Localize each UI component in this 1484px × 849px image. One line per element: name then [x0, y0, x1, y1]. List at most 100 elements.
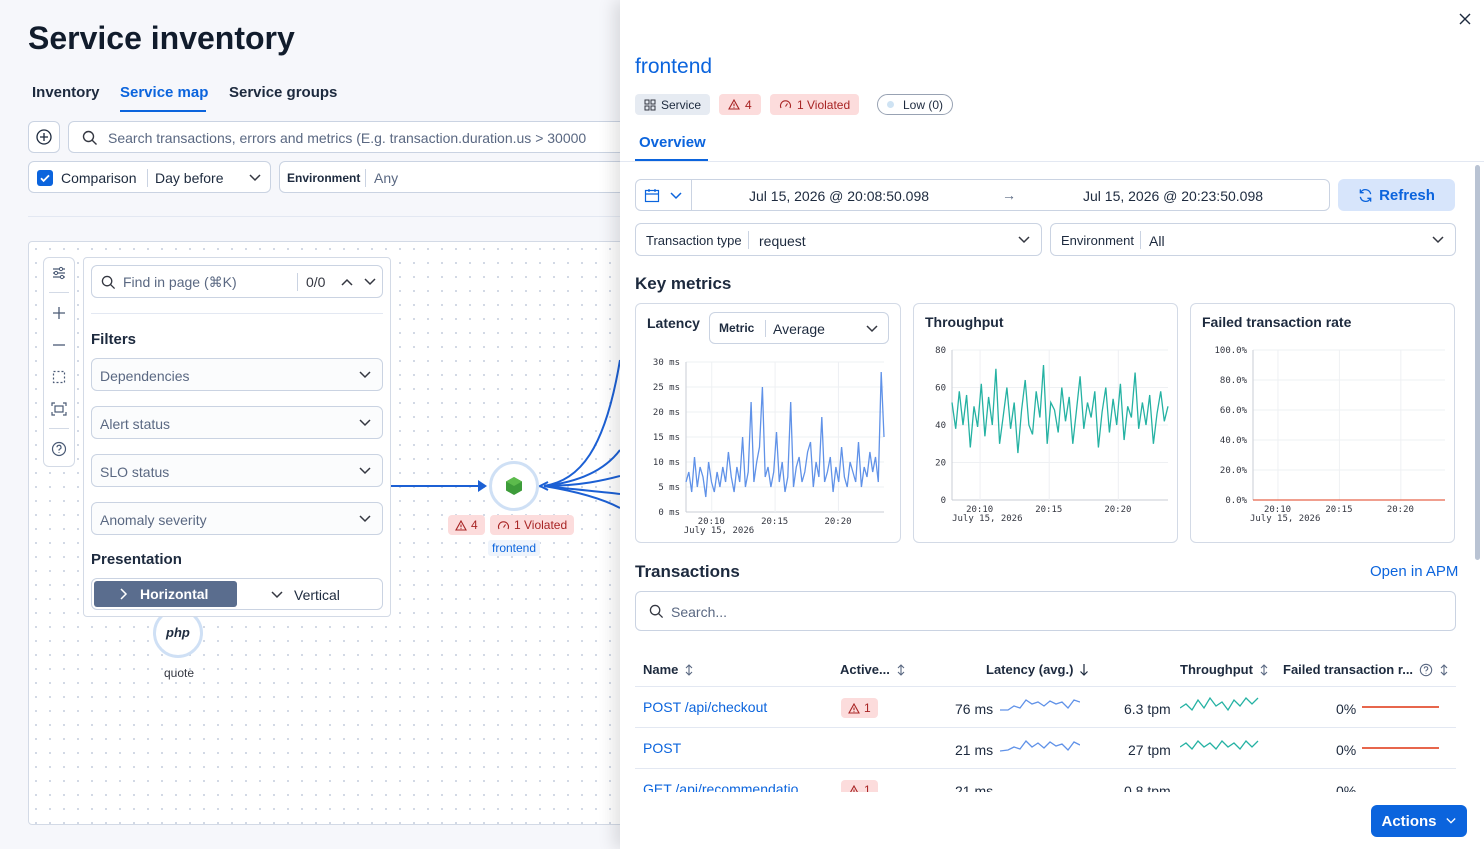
alerts-badge[interactable]: 4 — [719, 94, 761, 115]
close-icon — [1459, 13, 1471, 25]
actions-button[interactable]: Actions — [1371, 805, 1467, 837]
frontend-node[interactable] — [489, 461, 539, 511]
dependencies-select[interactable]: Dependencies — [91, 358, 383, 391]
transaction-name-link[interactable]: POST /api/checkout — [643, 699, 768, 715]
service-type-badge: Service — [635, 94, 711, 115]
failed-sparkline — [1362, 706, 1439, 708]
column-throughput-label: Throughput — [1180, 662, 1253, 677]
divider — [297, 273, 298, 291]
tab-service-groups[interactable]: Service groups — [229, 84, 338, 101]
zoom-out-button[interactable] — [44, 330, 74, 360]
frontend-slo-badge[interactable]: 1 Violated — [490, 515, 575, 535]
calendar-icon[interactable] — [644, 188, 660, 203]
close-button[interactable] — [1454, 8, 1476, 30]
search-icon — [101, 275, 116, 290]
comparison-checkbox[interactable] — [37, 170, 53, 186]
divider — [635, 727, 1456, 728]
comparison-control[interactable]: Comparison Day before — [28, 161, 271, 193]
fit-view-button[interactable] — [44, 362, 74, 392]
divider — [28, 216, 620, 217]
column-active-alerts[interactable]: Active... — [840, 662, 906, 677]
latency-sparkline — [1000, 699, 1080, 711]
slo-badge[interactable]: 1 Violated — [770, 94, 860, 115]
help-button[interactable] — [44, 434, 74, 464]
column-latency[interactable]: Latency (avg.) — [986, 662, 1089, 677]
zoom-in-button[interactable] — [44, 298, 74, 328]
y-tick-label: 40 — [935, 421, 946, 431]
x-tick-label: 20:10 — [1264, 505, 1291, 515]
service-inventory-page: Service inventory Inventory Service map … — [0, 0, 620, 849]
row-throughput: 27 tpm — [1128, 742, 1171, 758]
search-placeholder: Search transactions, errors and metrics … — [108, 130, 587, 146]
row-failed-rate: 0% — [1336, 701, 1357, 717]
environment-flyout-select[interactable]: Environment All — [1050, 223, 1456, 256]
slo-status-select[interactable]: SLO status — [91, 454, 383, 487]
question-circle-icon[interactable] — [1419, 663, 1433, 677]
vertical-option[interactable]: Vertical — [240, 581, 382, 607]
tab-overview[interactable]: Overview — [639, 134, 706, 151]
x-tick-label: 20:10 — [966, 505, 993, 515]
tab-underline — [120, 110, 206, 112]
scrollbar[interactable] — [1475, 165, 1480, 560]
chevron-down-icon[interactable] — [363, 276, 377, 288]
metric-select[interactable]: Metric Average — [709, 312, 889, 344]
date-picker[interactable]: Jul 15, 2026 @ 20:08:50.098 → Jul 15, 20… — [635, 179, 1330, 211]
transactions-search-input[interactable]: Search... — [635, 591, 1456, 631]
horizontal-option[interactable]: Horizontal — [94, 581, 237, 607]
column-throughput[interactable]: Throughput — [1180, 662, 1269, 677]
column-name[interactable]: Name — [643, 662, 694, 677]
alert-status-select[interactable]: Alert status — [91, 406, 383, 439]
series-line — [685, 371, 885, 498]
refresh-button[interactable]: Refresh — [1338, 179, 1455, 211]
alerts-count: 4 — [745, 97, 752, 112]
transaction-type-select[interactable]: Transaction type request — [635, 223, 1042, 256]
failed-rate-chart[interactable]: 0.0% 20.0% 40.0% 60.0% 80.0% 100.0% 20:10 20:15… — [1191, 338, 1454, 528]
find-in-page-input[interactable]: Find in page (⌘K) 0/0 — [91, 265, 383, 298]
chevron-down-icon — [1445, 818, 1456, 824]
divider — [620, 161, 1484, 162]
y-tick-label: 25 ms — [653, 383, 680, 393]
divider — [691, 180, 692, 210]
flyout-title[interactable]: frontend — [635, 55, 713, 78]
add-filter-button[interactable] — [28, 121, 60, 153]
open-in-apm-link[interactable]: Open in APM — [1370, 563, 1459, 580]
start-date[interactable]: Jul 15, 2026 @ 20:08:50.098 — [749, 188, 930, 204]
frontend-node-label: frontend — [488, 540, 541, 556]
throughput-chart[interactable]: 0 20 40 60 80 20:10 20:15 20:20 July 15, 2026 — [914, 338, 1177, 528]
plus-icon — [53, 307, 65, 319]
row-alerts-badge[interactable]: 1 — [841, 698, 878, 718]
transaction-name-link[interactable]: POST — [643, 740, 682, 756]
tab-service-map[interactable]: Service map — [120, 84, 209, 101]
kql-search-bar[interactable]: Search transactions, errors and metrics … — [68, 121, 620, 153]
warning-icon — [455, 519, 467, 531]
sort-icon — [1260, 663, 1268, 676]
comparison-label: Comparison — [61, 170, 137, 186]
frontend-alerts-badge[interactable]: 4 — [448, 515, 485, 535]
environment-select[interactable]: Environment Any — [279, 161, 620, 193]
chevron-down-icon[interactable] — [669, 190, 683, 202]
anomaly-severity-label: Anomaly severity — [100, 512, 207, 528]
throughput-title: Throughput — [925, 314, 1004, 330]
tab-inventory[interactable]: Inventory — [32, 84, 100, 101]
center-view-button[interactable] — [44, 394, 74, 424]
anomaly-severity-select[interactable]: Anomaly severity — [91, 502, 383, 535]
chevron-up-icon[interactable] — [340, 276, 354, 288]
latency-chart[interactable]: 0 ms 5 ms 10 ms 15 ms 20 ms 25 ms 30 ms 20:10 20… — [636, 348, 900, 538]
sort-icon — [897, 663, 905, 676]
y-tick-label: 80 — [935, 346, 946, 356]
filter-toggle-button[interactable] — [44, 258, 74, 288]
end-date[interactable]: Jul 15, 2026 @ 20:23:50.098 — [1083, 188, 1264, 204]
key-metrics-heading: Key metrics — [635, 274, 732, 293]
column-failed-rate[interactable]: Failed transaction r... — [1283, 662, 1449, 677]
failed-sparkline — [1362, 747, 1439, 749]
chevron-down-icon — [1432, 236, 1444, 244]
anomaly-badge[interactable]: Low (0) — [877, 94, 954, 115]
filters-heading: Filters — [91, 331, 137, 348]
transaction-type-value: request — [759, 233, 806, 249]
y-tick-label: 0.0% — [1225, 496, 1247, 506]
chevron-down-icon — [271, 591, 283, 599]
environment-label: Environment — [1061, 233, 1134, 248]
quote-node-label: quote — [164, 666, 195, 680]
divider — [748, 231, 749, 249]
divider — [147, 169, 148, 187]
